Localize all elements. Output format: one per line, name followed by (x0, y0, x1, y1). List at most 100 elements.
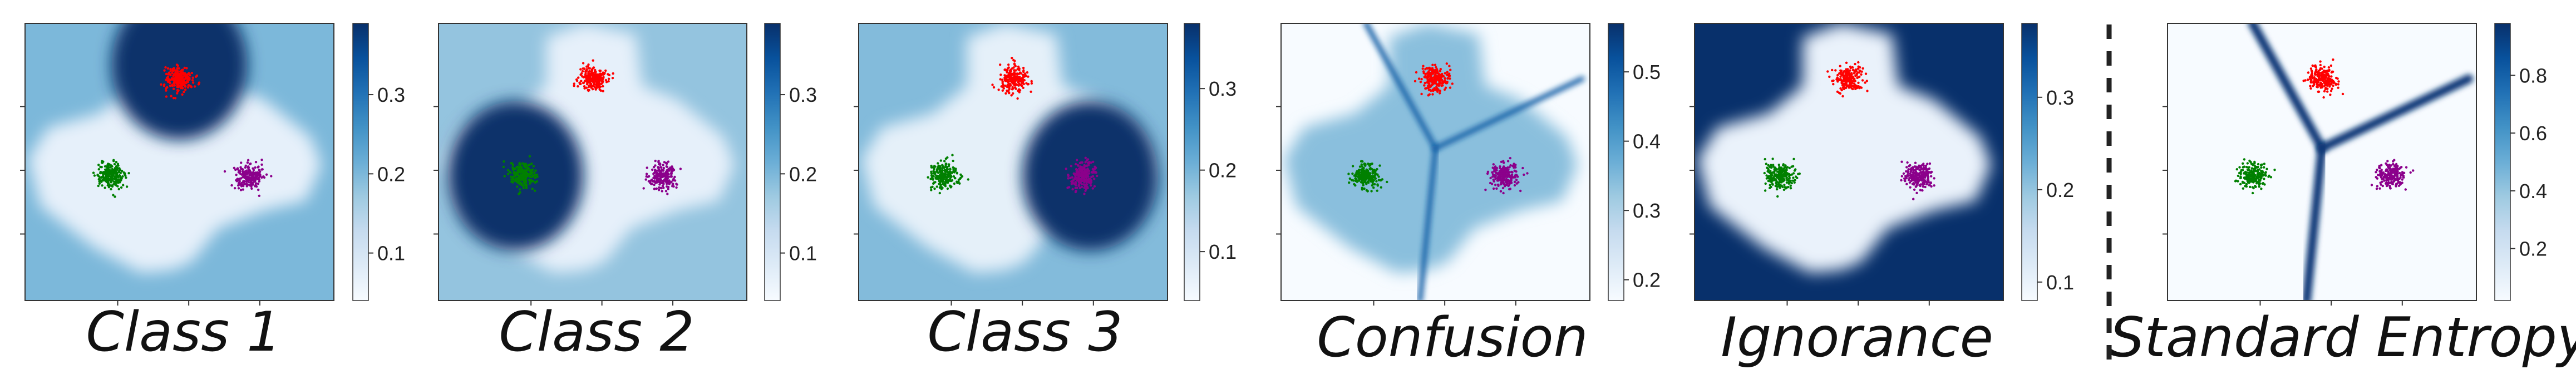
cluster-point (1018, 76, 1021, 78)
cluster-point (1492, 178, 1495, 181)
cluster-point (246, 161, 249, 164)
cluster-point (1437, 83, 1440, 86)
cluster-point (121, 175, 124, 178)
cluster-point (1924, 166, 1928, 170)
cluster-point (591, 78, 594, 81)
cluster-point (607, 77, 610, 80)
cluster-point (579, 73, 582, 76)
cluster-point (114, 169, 117, 171)
cluster-point (2332, 84, 2334, 87)
cluster-point (2409, 171, 2412, 174)
cluster-point (1856, 76, 1859, 79)
cluster-point (1909, 170, 1912, 173)
cluster-point (254, 185, 257, 188)
cluster-point (2257, 170, 2259, 173)
cluster-point (2327, 66, 2331, 69)
cluster-point (1436, 88, 1439, 92)
cluster-point (2378, 187, 2381, 190)
cluster-point (1371, 181, 1374, 184)
cluster-point (1070, 165, 1073, 168)
cluster-point (119, 171, 122, 174)
cluster-point (2312, 81, 2315, 84)
cluster-point (932, 170, 935, 173)
cluster-point (2386, 184, 2388, 187)
cluster-point (520, 166, 523, 169)
cluster-point (584, 70, 587, 73)
cluster-point (1858, 86, 1861, 88)
cluster-point (1001, 78, 1004, 81)
cluster-point (1769, 170, 1772, 173)
cluster-point (116, 175, 119, 178)
cluster-point (1785, 181, 1789, 184)
cluster-point (195, 74, 199, 77)
cluster-point (508, 170, 511, 173)
cluster-point (97, 164, 100, 166)
cluster-point (1496, 176, 1499, 179)
cluster-point (1919, 171, 1923, 174)
cluster-point (514, 173, 517, 176)
cluster-point (1016, 78, 1019, 81)
cluster-point (100, 171, 103, 174)
cluster-point (1427, 78, 1430, 82)
cluster-point (2269, 176, 2273, 179)
cluster-point (235, 179, 238, 182)
cluster-point (506, 169, 510, 171)
cluster-point (2258, 185, 2260, 188)
cluster-point (1358, 179, 1361, 182)
axes-frame (1280, 23, 1590, 301)
colorbar-tick-label: 0.3 (2046, 86, 2074, 109)
cluster-point (1439, 70, 1442, 72)
cluster-point (1792, 172, 1795, 175)
cluster-point (1914, 161, 1917, 164)
cluster-point (2314, 66, 2317, 69)
cluster-point (2261, 182, 2264, 185)
cluster-point (250, 187, 253, 190)
cluster-point (262, 175, 265, 178)
cluster-point (939, 167, 942, 170)
cluster-point (511, 176, 514, 179)
cluster-point (1841, 73, 1844, 76)
cluster-point (1011, 81, 1014, 83)
cluster-point (165, 87, 168, 90)
cluster-point (1864, 72, 1868, 75)
cluster-point (2313, 72, 2317, 75)
cluster-point (102, 160, 105, 163)
cluster-point (652, 173, 655, 175)
cluster-point (2322, 73, 2324, 76)
cluster-point (1765, 163, 1767, 165)
cluster-point (1773, 168, 1776, 170)
cluster-point (173, 67, 175, 70)
cluster-point (944, 178, 947, 181)
cluster-point (534, 169, 537, 172)
cluster-point (1004, 92, 1007, 95)
cluster-point (607, 80, 610, 83)
cluster-point (165, 72, 168, 76)
cluster-point (1764, 157, 1766, 161)
cluster-point (117, 178, 120, 181)
cluster-point (1788, 166, 1791, 170)
cluster-point (106, 184, 109, 187)
cluster-point (1446, 73, 1449, 77)
cluster-2 (927, 154, 970, 195)
cluster-point (111, 168, 114, 171)
cluster-point (176, 92, 179, 95)
axes-frame (24, 23, 334, 301)
cluster-point (1373, 183, 1376, 186)
cluster-1 (160, 63, 201, 100)
axes-frame (858, 23, 1168, 301)
cluster-point (1790, 181, 1793, 185)
cluster-point (107, 164, 110, 167)
cluster-point (1443, 88, 1446, 91)
cluster-point (1514, 166, 1517, 169)
cluster-point (661, 190, 663, 193)
cluster-point (2243, 176, 2246, 179)
cluster-point (1919, 175, 1922, 178)
cluster-point (2324, 71, 2327, 74)
cluster-point (1907, 179, 1910, 181)
cluster-point (2381, 180, 2383, 183)
cluster-point (105, 175, 107, 178)
cluster-point (1441, 84, 1444, 87)
cluster-point (1905, 170, 1908, 173)
cluster-point (2370, 184, 2373, 186)
cluster-point (1913, 169, 1915, 172)
